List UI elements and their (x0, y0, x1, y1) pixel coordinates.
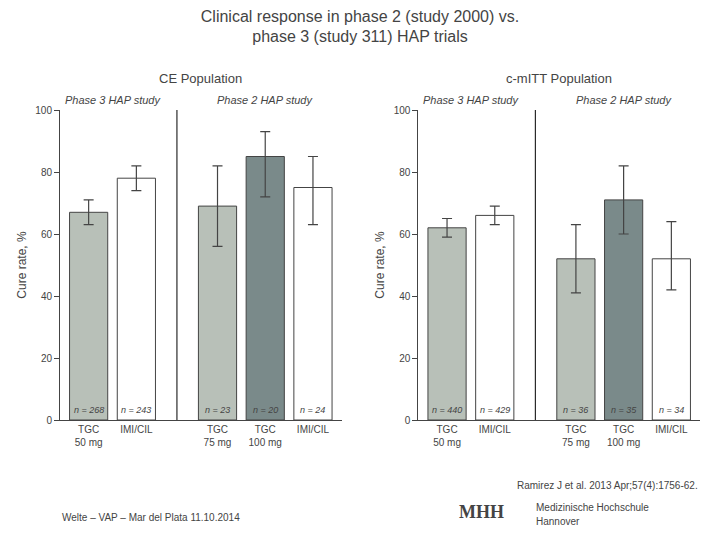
svg-text:Cure rate, %: Cure rate, % (15, 231, 29, 299)
svg-text:60: 60 (399, 229, 411, 240)
svg-text:n = 440: n = 440 (432, 405, 462, 415)
svg-text:IMI/CIL: IMI/CIL (120, 424, 153, 435)
svg-text:n = 36: n = 36 (563, 405, 588, 415)
svg-text:n = 429: n = 429 (480, 405, 510, 415)
svg-text:IMI/CIL: IMI/CIL (655, 424, 688, 435)
svg-text:Phase 3 HAP study: Phase 3 HAP study (65, 94, 161, 106)
svg-text:n = 20: n = 20 (253, 405, 278, 415)
svg-text:CE Population: CE Population (159, 71, 242, 86)
svg-text:n = 23: n = 23 (205, 405, 230, 415)
svg-text:n = 268: n = 268 (74, 405, 104, 415)
svg-text:n = 34: n = 34 (659, 405, 684, 415)
svg-text:TGC50 mg: TGC50 mg (75, 424, 103, 448)
svg-text:80: 80 (399, 167, 411, 178)
svg-text:IMI/CIL: IMI/CIL (479, 424, 512, 435)
svg-text:40: 40 (399, 291, 411, 302)
svg-text:TGC50 mg: TGC50 mg (433, 424, 461, 448)
svg-text:IMI/CIL: IMI/CIL (297, 424, 330, 435)
svg-text:Phase 2 HAP study: Phase 2 HAP study (576, 94, 672, 106)
svg-text:n = 35: n = 35 (611, 405, 637, 415)
svg-text:Phase 3 HAP study: Phase 3 HAP study (423, 94, 519, 106)
svg-text:100: 100 (394, 105, 411, 116)
svg-text:40: 40 (41, 291, 53, 302)
svg-text:Cure rate, %: Cure rate, % (373, 231, 387, 299)
svg-text:TGC75 mg: TGC75 mg (562, 424, 590, 448)
svg-text:Medizinische Hochschule: Medizinische Hochschule (536, 502, 649, 513)
svg-text:Phase 2 HAP study: Phase 2 HAP study (217, 94, 313, 106)
svg-text:c-mITT Population: c-mITT Population (506, 71, 612, 86)
svg-text:0: 0 (46, 415, 52, 426)
svg-text:60: 60 (41, 229, 53, 240)
svg-text:80: 80 (41, 167, 53, 178)
svg-text:n = 243: n = 243 (121, 405, 151, 415)
svg-text:TGC100 mg: TGC100 mg (249, 424, 282, 448)
svg-text:0: 0 (405, 415, 411, 426)
svg-text:Clinical response in phase 2 (: Clinical response in phase 2 (study 2000… (201, 8, 519, 46)
svg-text:Hannover: Hannover (536, 516, 580, 527)
svg-text:100: 100 (35, 105, 52, 116)
svg-text:Ramirez J et al. 2013 Apr;57(4: Ramirez J et al. 2013 Apr;57(4):1756-62. (517, 480, 698, 491)
svg-text:20: 20 (399, 353, 411, 364)
svg-text:TGC75 mg: TGC75 mg (204, 424, 232, 448)
svg-text:TGC100 mg: TGC100 mg (607, 424, 640, 448)
svg-text:Welte – VAP – Mar del Plata 11: Welte – VAP – Mar del Plata 11.10.2014 (62, 512, 240, 523)
svg-text:n = 24: n = 24 (300, 405, 325, 415)
svg-text:MHH: MHH (459, 502, 504, 522)
svg-text:20: 20 (41, 353, 53, 364)
